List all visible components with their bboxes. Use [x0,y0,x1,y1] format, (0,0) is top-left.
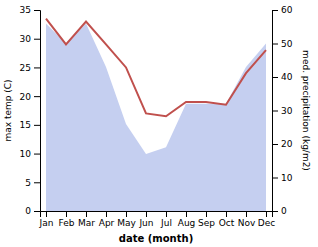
tick-mark [272,10,278,11]
plot: Jan FebMar AprMayJun Jul AugSep OctNovDec 0 5 10… [3,5,311,244]
axis-line [34,11,41,212]
tick-label: Apr [99,218,115,228]
tick-mark [206,211,207,217]
tick: Dec [258,211,275,228]
y-axis: 0 5 10 15 20 25 30 35 [20,5,41,216]
tick-mark [272,211,278,212]
tick: 5 [25,178,40,188]
tick: 10 [272,173,293,183]
tick-label: Nov [238,218,256,228]
tick: 25 [20,63,40,73]
tick: 50 [272,39,293,49]
y2-axis-title: med. precipitation (kg/m2) [301,50,311,171]
marks [46,19,266,211]
y-axis-title: max temp (C) [3,79,13,141]
tick-label: 60 [281,5,293,15]
tick-label: 50 [281,39,293,49]
tick-label: 10 [20,149,32,159]
tick: 60 [272,5,293,15]
tick-label: Feb [59,218,75,228]
tick: 20 [20,92,40,102]
tick: Nov [238,211,256,228]
tick-label: 20 [281,139,293,149]
tick-label: 15 [20,120,31,130]
tick-label: 25 [20,63,31,73]
tick-label: 30 [20,34,32,44]
tick: 30 [20,34,40,44]
tick-label: Dec [258,218,275,228]
tick-mark [226,211,227,217]
tick: Jul [160,211,172,228]
tick-mark [166,211,167,217]
tick-mark [86,211,87,217]
tick: 0 [25,206,40,216]
tick: Feb [59,211,75,228]
tick-mark [66,211,67,217]
tick: Jan [39,211,54,228]
tick-label: 0 [281,206,287,216]
tick-label: Aug [178,218,196,228]
tick-label: 30 [281,106,293,116]
tick: Oct [219,211,235,228]
tick-mark [272,144,278,145]
tick-label: Oct [219,218,235,228]
tick-mark [46,211,47,217]
tick: 0 [272,206,287,216]
tick-mark [126,211,127,217]
tick-mark [272,178,278,179]
tick-mark [34,154,40,155]
tick-label: Jun [138,218,153,228]
tick: 20 [272,139,293,149]
y2-axis: 0 10 20 30 40 50 60 [272,5,293,216]
tick-mark [186,211,187,217]
tick-label: May [117,218,136,228]
tick-mark [34,211,40,212]
tick-mark [34,96,40,97]
line [46,19,266,117]
tick-mark [34,125,40,126]
tick-mark [272,44,278,45]
tick-label: 40 [281,72,293,82]
tick-mark [146,211,147,217]
tick-mark [272,111,278,112]
axis-line [273,11,279,212]
tick-label: 0 [25,206,31,216]
tick-label: Mar [78,218,95,228]
tick-mark [246,211,247,217]
tick-mark [34,39,40,40]
tick: Aug [178,211,196,228]
tick: 40 [272,72,293,82]
tick: Apr [99,211,115,228]
tick: 35 [20,5,40,15]
tick-mark [34,67,40,68]
tick-label: Jul [160,218,172,228]
tick-mark [266,211,267,217]
chart: Jan FebMar AprMayJun Jul AugSep OctNovDec 0 5 10… [0,0,318,247]
tick-label: Sep [198,218,215,228]
tick-mark [272,77,278,78]
x-axis: Jan FebMar AprMayJun Jul AugSep OctNovDec [39,211,276,228]
area [46,23,266,211]
tick: 15 [20,120,40,130]
tick-mark [34,182,40,183]
tick: May [117,211,136,228]
tick-label: Jan [39,218,54,228]
tick: 10 [20,149,40,159]
axis-line [41,212,273,218]
tick-mark [34,10,40,11]
tick-label: 35 [20,5,31,15]
tick: Jun [138,211,153,228]
tick: Sep [198,211,215,228]
tick-mark [106,211,107,217]
tick: 30 [272,106,293,116]
tick-label: 20 [20,92,32,102]
x-axis-title: date (month) [119,233,193,244]
tick-label: 5 [25,178,31,188]
tick: Mar [78,211,95,228]
tick-label: 10 [281,173,293,183]
